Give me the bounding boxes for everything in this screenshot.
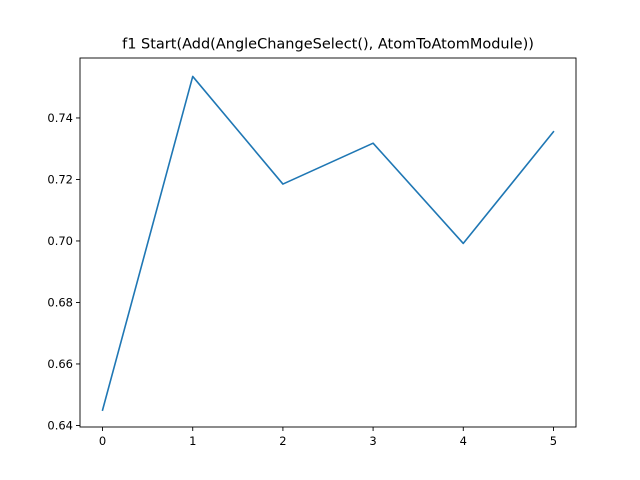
chart-title: f1 Start(Add(AngleChangeSelect(), AtomTo… (122, 37, 534, 53)
x-tick-label: 4 (460, 434, 467, 448)
y-axis: 0.64 0.66 0.68 0.70 0.72 0.74 (47, 111, 80, 432)
y-tick-label: 0.74 (47, 111, 73, 125)
x-tick-label: 2 (279, 434, 286, 448)
series-line (101, 75, 555, 412)
axes-frame (79, 57, 577, 428)
y-tick-label: 0.70 (47, 234, 73, 248)
x-tick-label: 1 (189, 434, 196, 448)
x-axis: 0 1 2 3 4 5 (99, 427, 557, 448)
y-tick-label: 0.66 (47, 357, 73, 371)
y-tick-label: 0.72 (47, 172, 73, 186)
y-tick-label: 0.64 (47, 418, 73, 432)
y-tick-label: 0.68 (47, 295, 73, 309)
x-tick-label: 3 (369, 434, 376, 448)
x-tick-label: 5 (550, 434, 557, 448)
x-tick-label: 0 (99, 434, 106, 448)
plot-area (101, 75, 555, 412)
